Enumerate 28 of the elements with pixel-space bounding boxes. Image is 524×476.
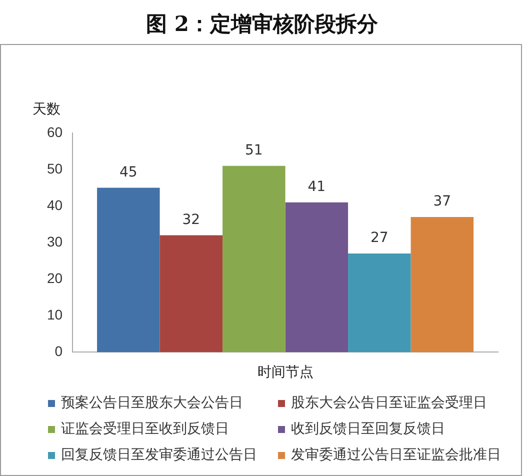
y-tick-label: 60 [46,124,63,140]
bar [410,217,474,352]
bar [222,166,286,352]
y-tick-label: 30 [46,233,63,250]
legend-label: 预案公告日至股东大会公告日 [61,395,243,412]
bar [285,202,348,352]
data-label: 51 [244,142,263,159]
bar [160,235,223,352]
data-label: 32 [182,212,200,228]
y-tick-label: 10 [46,306,63,323]
data-label: 41 [308,179,326,196]
bar [97,188,160,352]
y-tick-label: 0 [54,343,63,360]
x-axis-title: 时间节点 [257,363,314,380]
y-tick-label: 50 [46,160,63,176]
data-label: 45 [119,164,138,180]
legend-label: 回复反馈日至发审委通过公告日 [61,447,257,464]
bar [348,254,411,352]
chart-title: 图 2：定增审核阶段拆分 [145,10,379,38]
data-label: 37 [433,194,452,210]
legend-label: 发审委通过公告日至证监会批准日 [291,447,501,464]
data-label: 27 [370,230,388,246]
y-axis-title: 天数 [32,102,61,118]
legend-label: 收到反馈日至回复反馈日 [291,421,445,438]
y-tick-label: 20 [46,270,63,286]
legend-label: 股东大会公告日至证监会受理日 [291,395,487,412]
legend-label: 证监会受理日至收到反馈日 [61,421,229,438]
y-tick-label: 40 [46,196,63,213]
